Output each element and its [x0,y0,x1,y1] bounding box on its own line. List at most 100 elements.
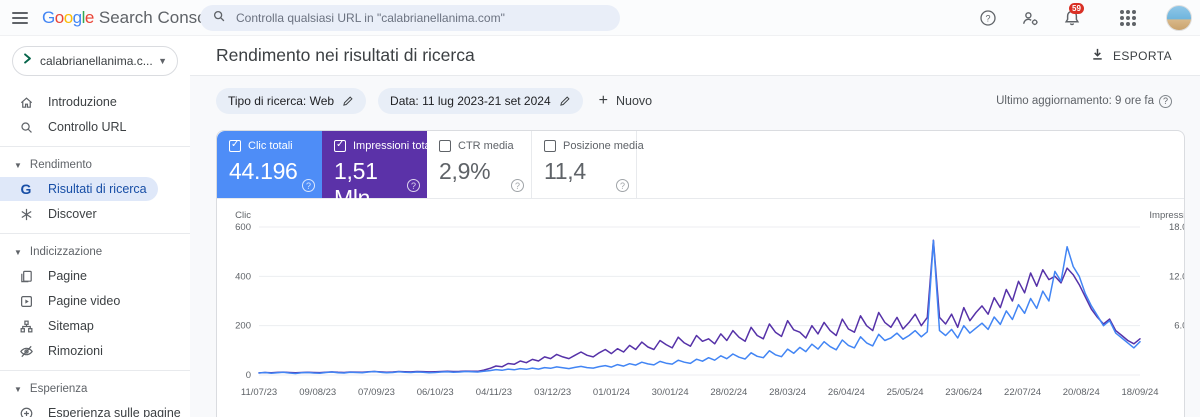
metric-checkbox[interactable] [334,139,346,152]
filter-chip-search-type[interactable]: Tipo di ricerca: Web [216,88,367,114]
sidebar-item-label: Risultati di ricerca [48,182,147,196]
metric-value: 1,51 Mln [334,158,378,211]
metric-checkbox[interactable] [544,140,556,152]
notifications-badge: 59 [1069,3,1084,14]
info-icon[interactable]: ? [616,179,629,192]
x-axis-tick: 25/05/24 [887,387,924,398]
sidebar-item-controllo-url[interactable]: Controllo URL [0,115,190,139]
sidebar-item-sitemap[interactable]: Sitemap [0,314,190,338]
chevron-down-icon: ▼ [14,384,22,394]
metric-value: 11,4 [544,158,586,184]
search-input[interactable] [236,11,608,25]
url-inspection-searchbox[interactable] [200,5,620,31]
sidebar-item-rimozioni[interactable]: Rimozioni [0,339,190,363]
property-selector[interactable]: calabrianellanima.c... ▼ [12,46,178,76]
y-right-axis-title: Impressioni [1149,210,1185,221]
google-apps-grid-icon[interactable] [1118,8,1138,28]
x-axis-tick: 28/03/24 [769,387,806,398]
series-line-impressioni[interactable] [258,239,1141,374]
page-title: Rendimento nei risultati di ricerca [216,45,475,65]
sidebar-item-pagine[interactable]: Pagine [0,264,190,288]
export-label: ESPORTA [1112,48,1172,63]
sidebar-section-esperienza[interactable]: ▼ Esperienza [0,378,190,400]
info-icon[interactable]: ? [407,179,420,192]
x-axis-tick: 18/09/24 [1122,387,1159,398]
metric-tile-ctr-media[interactable]: CTR media 2,9%? [427,131,532,198]
x-axis-tick: 01/01/24 [593,387,630,398]
app-logo-suffix: Search Console [98,7,220,27]
app-logo[interactable]: Google Search Console [42,8,220,28]
info-icon[interactable]: ? [511,179,524,192]
info-icon[interactable]: ? [302,179,315,192]
removals-icon [18,343,34,359]
video-icon [18,293,34,309]
metric-tile-impressioni-totali[interactable]: Impressioni totali 1,51 Mln? [322,131,436,211]
metric-label: Impressioni totali [353,140,436,152]
x-axis-tick: 20/08/24 [1063,387,1100,398]
metric-label: CTR media [458,140,514,152]
plus-icon: + [598,92,608,109]
new-filter-label: Nuovo [615,94,653,108]
pageexp-icon [18,405,34,417]
sidebar-item-label: Pagine video [48,294,121,308]
notifications-bell-icon[interactable]: 59 [1062,3,1084,28]
filter-chip-date-range[interactable]: Data: 11 lug 2023-21 set 2024 [378,88,583,114]
sidebar-section-label: Esperienza [29,383,88,395]
filter-chip-label: Tipo di ricerca: Web [228,94,335,108]
main-content: Rendimento nei risultati di ricerca ESPO… [190,36,1200,417]
performance-card: Clic totali 44.196? Impressioni totali 1,51… [216,130,1185,417]
help-icon[interactable]: ? [978,8,998,28]
sidebar-section-indicizzazione[interactable]: ▼ Indicizzazione [0,241,190,263]
svg-text:?: ? [985,13,990,23]
user-settings-icon[interactable] [1020,8,1040,28]
metric-tile-clic-totali[interactable]: Clic totali 44.196? [217,131,322,198]
x-axis-tick: 09/08/23 [299,387,336,398]
performance-chart[interactable]: 020040060006.00012.00018.000ClicImpressi… [217,199,1184,412]
metric-label: Posizione media [563,140,644,152]
x-axis-tick: 22/07/24 [1004,387,1041,398]
y-right-tick: 12.000 [1169,271,1185,282]
y-left-tick: 200 [235,321,251,332]
download-icon [1090,47,1105,65]
edit-pencil-icon [343,96,353,106]
hamburger-menu-icon[interactable] [0,0,40,36]
new-filter-button[interactable]: + Nuovo [599,92,652,110]
metric-checkbox[interactable] [439,140,451,152]
search-icon [18,119,34,135]
account-avatar[interactable] [1166,5,1192,31]
x-axis-tick: 07/09/23 [358,387,395,398]
sidebar-item-pagine-video[interactable]: Pagine video [0,289,190,313]
sitemap-icon [18,318,34,334]
topbar: Google Search Console ? 59 [0,0,1200,36]
x-axis-tick: 23/06/24 [945,387,982,398]
sidebar-divider [0,146,190,147]
sidebar-item-discover[interactable]: Discover [0,202,190,226]
x-axis-tick: 06/10/23 [417,387,454,398]
property-icon [21,52,34,70]
y-left-tick: 600 [235,222,251,233]
sidebar-item-risultati-di-ricerca[interactable]: G Risultati di ricerca [0,177,158,201]
x-axis-tick: 30/01/24 [652,387,689,398]
home-icon [18,94,34,110]
metric-tile-posizione-media[interactable]: Posizione media 11,4? [532,131,644,198]
series-line-clic[interactable] [258,239,1141,375]
sidebar-item-introduzione[interactable]: Introduzione [0,90,190,114]
sidebar-section-label: Indicizzazione [29,246,103,258]
info-icon[interactable]: ? [1159,94,1172,108]
sidebar-section-rendimento[interactable]: ▼ Rendimento [0,154,190,176]
sidebar: calabrianellanima.c... ▼ Introduzione Con… [0,36,190,417]
metric-checkbox[interactable] [229,139,241,152]
filter-chip-label: Data: 11 lug 2023-21 set 2024 [390,94,551,108]
chevron-down-icon: ▼ [158,56,167,66]
sidebar-item-label: Controllo URL [48,120,127,134]
x-axis-tick: 03/12/23 [534,387,571,398]
sidebar-section-label: Rendimento [29,159,92,171]
metric-tiles: Clic totali 44.196? Impressioni totali 1,51… [217,131,1184,211]
metric-value: 2,9% [439,158,491,184]
export-button[interactable]: ESPORTA [1090,47,1172,65]
performance-chart-svg: 020040060006.00012.00018.000ClicImpressi… [235,210,1185,398]
sidebar-item-esperienza-sulle-pagine[interactable]: Esperienza sulle pagine [0,401,190,417]
y-right-tick: 6.000 [1174,321,1185,332]
y-left-tick: 400 [235,271,251,282]
sidebar-item-label: Discover [48,207,97,221]
